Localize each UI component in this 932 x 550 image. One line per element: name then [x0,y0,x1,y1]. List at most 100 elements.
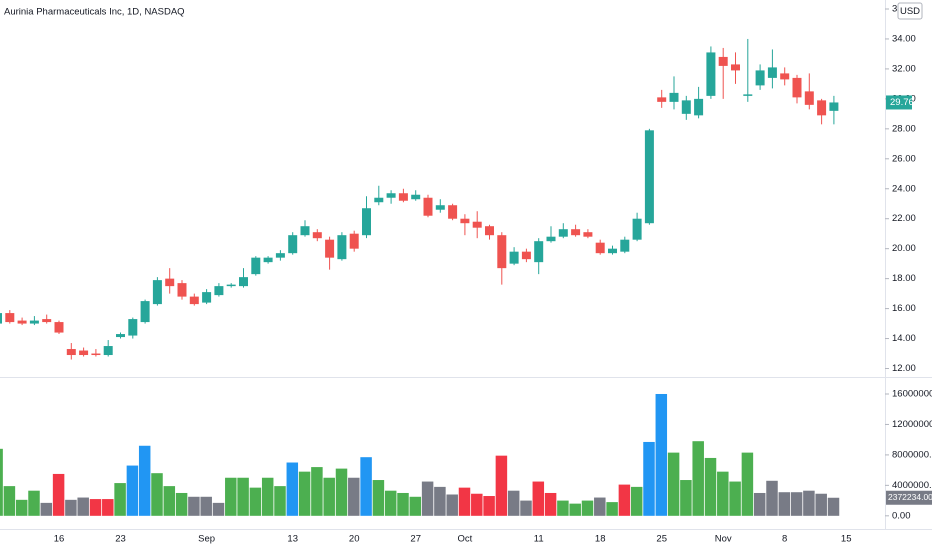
x-tick-label: 11 [534,534,544,545]
candle-body [780,73,790,80]
candle-body [398,193,408,201]
candle-body [54,322,64,333]
volume-bar [286,462,299,516]
candle-body [116,334,125,338]
volume-bar [0,448,3,516]
x-tick-label: 20 [349,534,360,545]
candle-body [792,77,802,98]
candle-body [521,251,531,260]
candle-body [29,320,39,324]
last-volume-box [886,490,932,505]
candle-body [5,313,15,323]
y-tick-label: 16000000.00 [892,389,932,400]
candle-body [804,91,814,105]
y-tick-label: 22.00 [892,213,916,224]
y-tick-label: 20.00 [892,243,916,254]
volume-bar [471,493,483,516]
volume-bar [667,452,680,516]
candle-body [509,251,519,264]
candle-body [263,257,273,263]
volume-bar [815,493,827,516]
candle-body [374,197,384,203]
candle-body [694,98,704,116]
volume-bar [766,480,778,516]
x-tick-label: 8 [782,534,787,545]
volume-bar [126,465,139,516]
volume-bar [138,445,151,516]
candle-body [66,349,76,356]
y-tick-label: 0.00 [892,510,911,521]
volume-bar [643,441,655,516]
volume-bar [557,500,569,516]
x-tick-label: 27 [410,534,421,545]
currency-box [897,2,923,20]
last-price-box [886,95,912,110]
candle-body [546,236,556,242]
candle-body [79,350,89,356]
volume-bar [28,490,40,516]
volume-bar [692,441,704,516]
y-tick-label: 28.00 [892,123,916,134]
candle-body [411,194,421,200]
volume-bar [175,492,188,516]
candle-body [731,64,740,71]
y-tick-label: 12000000.00 [892,419,932,430]
volume-bar [790,492,803,516]
volume-bar [323,477,335,516]
candle-body [103,346,113,356]
plot [0,38,840,516]
candle-body [460,218,470,224]
x-tick-label: 13 [287,534,298,545]
volume-bar [261,477,274,516]
volume-bar [40,502,53,516]
volume-bar [237,477,249,516]
volume-bar [753,492,766,516]
volume-bar [729,481,741,516]
candle-body [743,94,753,96]
volume-bar [348,477,360,516]
y-tick-label: 14.00 [892,333,916,344]
volume-bar [372,480,385,516]
volume-bar [594,497,606,516]
volume-bar [311,467,323,516]
volume-bar [397,492,409,516]
x-tick-label: Nov [715,534,732,545]
candle-body [669,92,679,102]
chart-title: Aurinia Pharmaceuticals Inc, 1D, NASDAQ [4,7,185,18]
candle-body [189,296,199,305]
candle-body [214,286,224,296]
candle-body [755,70,765,86]
candle-body [239,277,248,287]
candle-body [435,205,445,210]
candle-body [177,283,187,297]
x-tick-label: 25 [656,534,667,545]
candle-body [337,235,347,260]
candle-body [275,253,285,258]
candle-body [91,353,101,356]
candle-body [42,319,52,323]
currency-label: USD [900,6,920,17]
volume-bar [618,484,631,516]
candle-body [767,67,777,78]
candle-body [608,248,617,254]
volume-bar [15,499,28,516]
volume-bar [151,473,163,516]
volume-bar [188,496,200,516]
volume-bar [680,480,692,516]
volume-bar [544,492,557,516]
volume-bar [200,496,212,516]
volume-bar [581,500,594,516]
volume-bar [102,499,114,516]
candle-body [251,257,261,275]
candle-body [0,313,2,324]
volume-bar [298,471,311,516]
volume-bar [507,490,520,516]
volume-bar [212,502,225,516]
x-tick-label: 23 [115,534,126,545]
volume-bar [655,393,668,516]
volume-bar [89,499,102,516]
candle-body [595,242,605,254]
candle-body [583,232,593,237]
candle-body [620,239,630,252]
